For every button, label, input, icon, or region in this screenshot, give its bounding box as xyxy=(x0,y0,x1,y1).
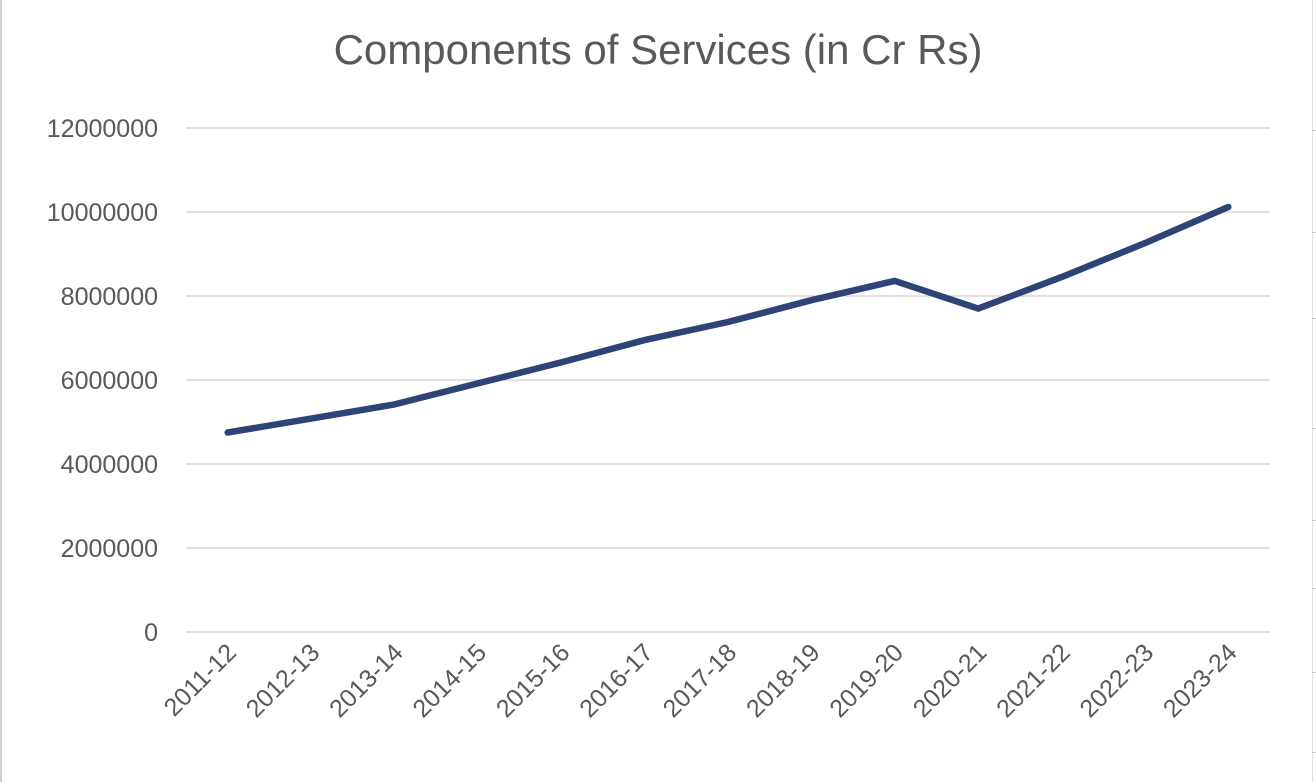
y-axis-tick-labels: 0 2000000 4000000 6000000 8000000 10000000 120… xyxy=(47,115,158,647)
x-tick-label: 2012-13 xyxy=(241,638,326,723)
x-tick-label: 2013-14 xyxy=(324,638,409,723)
chart-right-edge-ticks xyxy=(1312,0,1316,782)
x-tick-label: 2016-17 xyxy=(574,638,659,723)
right-edge-tick xyxy=(1312,672,1316,673)
x-tick-label: 2017-18 xyxy=(658,638,743,723)
y-tick-label: 2000000 xyxy=(61,535,158,563)
y-tick-label: 10000000 xyxy=(47,199,158,227)
right-edge-tick xyxy=(1312,318,1316,319)
x-tick-label: 2011-12 xyxy=(159,638,242,721)
y-tick-label: 4000000 xyxy=(61,451,158,479)
x-tick-label: 2014-15 xyxy=(407,638,492,723)
x-tick-label: 2019-20 xyxy=(824,638,909,723)
right-edge-tick xyxy=(1312,130,1316,131)
right-edge-tick xyxy=(1312,428,1316,429)
gridlines xyxy=(186,127,1270,633)
chart-left-border xyxy=(0,0,2,782)
right-edge-tick xyxy=(1312,752,1316,753)
chart-title: Components of Services (in Cr Rs) xyxy=(333,26,983,73)
x-tick-label: 2018-19 xyxy=(741,638,826,723)
x-tick-label: 2015-16 xyxy=(491,638,576,723)
series-line-0 xyxy=(224,203,1232,436)
series-lines xyxy=(224,203,1232,436)
x-tick-label: 2022-23 xyxy=(1074,638,1159,723)
right-edge-tick xyxy=(1312,588,1316,589)
y-tick-label: 6000000 xyxy=(61,367,158,395)
x-tick-label: 2023-24 xyxy=(1158,638,1243,723)
y-tick-label: 12000000 xyxy=(47,115,158,143)
right-edge-tick xyxy=(1312,520,1316,521)
x-axis-tick-labels: 2011-122012-132013-142014-152015-162016-… xyxy=(159,638,1243,723)
right-edge-tick xyxy=(1312,232,1316,233)
x-tick-label: 2020-21 xyxy=(908,638,993,723)
chart-right-border xyxy=(1312,0,1313,782)
y-tick-label: 8000000 xyxy=(61,283,158,311)
x-tick-label: 2021-22 xyxy=(991,638,1076,723)
y-tick-label: 0 xyxy=(144,619,158,647)
